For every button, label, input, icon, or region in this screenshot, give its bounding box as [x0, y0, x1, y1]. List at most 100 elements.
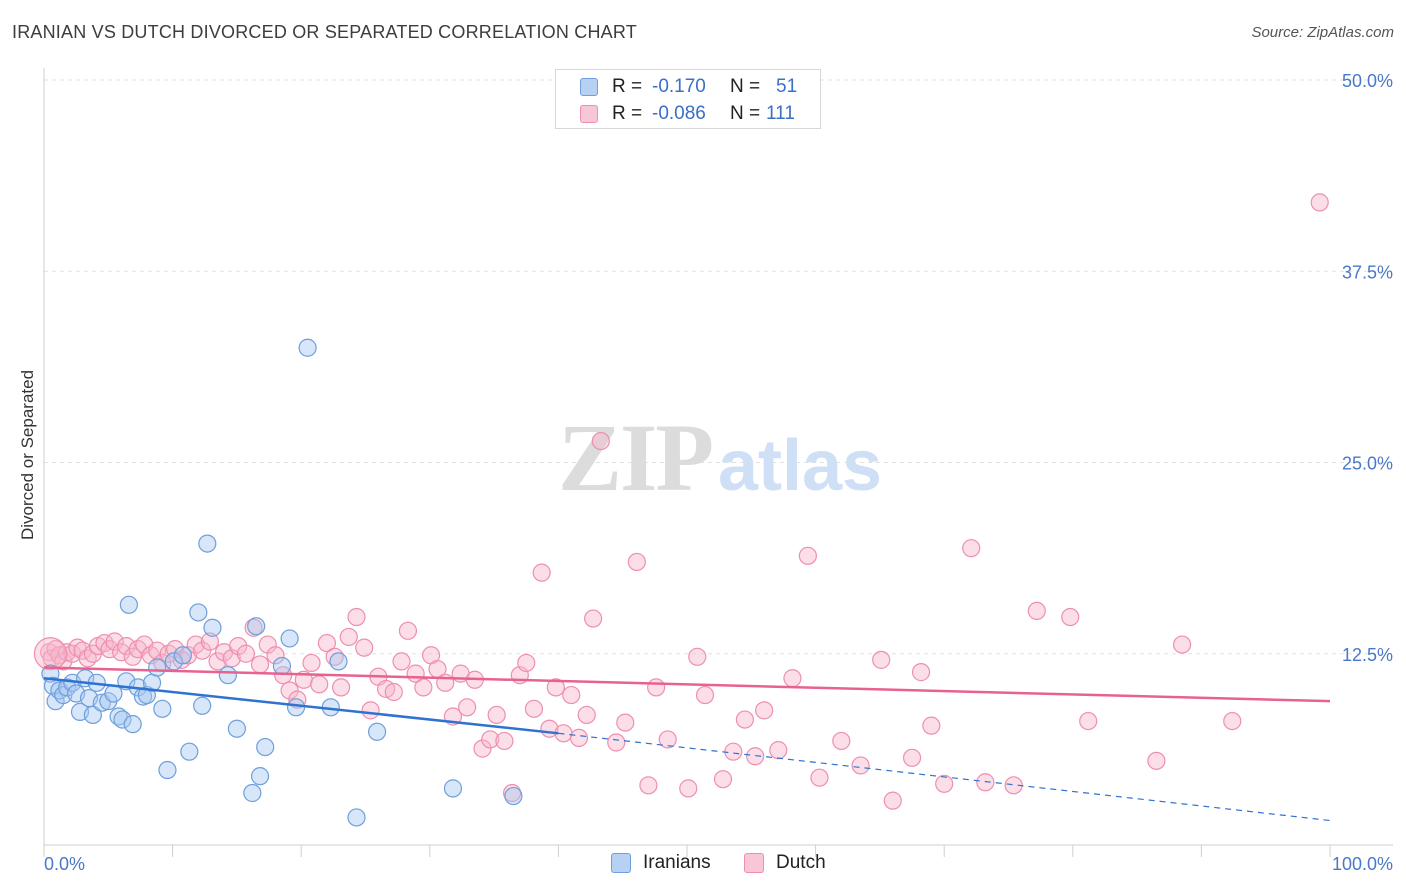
iranian-point — [256, 737, 275, 757]
iranian-point — [123, 715, 142, 734]
dutch-point — [546, 678, 565, 697]
correlation-legend: R = -0.170 N = 51 R = -0.086 N = 111 — [555, 69, 821, 129]
iranians-swatch — [580, 78, 598, 96]
dutch-point — [200, 632, 219, 651]
dutch-point — [361, 701, 380, 720]
iranian-trend-line — [43, 676, 559, 735]
n-label: N = — [730, 103, 761, 124]
iranian-point — [247, 617, 266, 636]
iranian-point — [193, 696, 212, 715]
dutch-point — [503, 783, 522, 803]
dutch-point — [105, 632, 124, 651]
dutch-point — [658, 730, 677, 749]
dutch-point — [339, 627, 358, 647]
dutch-point — [33, 637, 68, 671]
x-min-label: 0.0% — [44, 854, 85, 874]
dutch-point — [487, 705, 506, 725]
dutch-point — [473, 739, 492, 758]
dutch-point — [280, 681, 299, 700]
iranian-point — [243, 783, 262, 803]
r-value: -0.086 — [652, 103, 706, 124]
dutch-legend-label: Dutch — [776, 852, 826, 873]
dutch-point — [1079, 711, 1098, 731]
dutch-point — [607, 733, 626, 752]
dutch-legend-swatch — [744, 853, 764, 873]
dutch-point — [922, 716, 941, 735]
iranian-point — [189, 603, 208, 622]
legend-row-dutch: R = -0.086 N = 111 — [580, 101, 795, 127]
dutch-point — [911, 663, 931, 682]
r-value: -0.170 — [652, 76, 706, 97]
iranian-point — [113, 710, 132, 729]
dutch-point — [627, 552, 646, 572]
n-value: 51 — [776, 76, 798, 97]
iranian-point — [280, 629, 299, 648]
dutch-point — [769, 741, 788, 760]
dutch-point — [591, 431, 610, 451]
dutch-point — [883, 791, 902, 810]
iranian-point — [43, 676, 63, 695]
watermark-zip: ZIP — [558, 404, 712, 511]
dutch-point — [1173, 635, 1192, 654]
dutch-point — [1147, 751, 1166, 770]
dutch-point — [872, 650, 891, 669]
dutch-point — [117, 636, 136, 656]
y-tick-label: 50.0% — [1342, 71, 1393, 91]
x-max-label: 100.0% — [1332, 854, 1393, 874]
iranian-point — [180, 742, 199, 761]
dutch-point — [810, 768, 829, 787]
iranian-points — [41, 338, 523, 827]
dutch-point — [347, 607, 366, 627]
dutch-point — [1027, 601, 1046, 621]
dutch-point — [679, 779, 698, 798]
iranian-point — [250, 767, 270, 786]
dutch-trend-line — [43, 666, 1331, 703]
iranian-point — [148, 658, 167, 677]
dutch-point — [495, 731, 514, 751]
n-value: 111 — [766, 103, 795, 124]
dutch-point — [266, 646, 285, 665]
y-tick-label: 12.5% — [1342, 645, 1393, 665]
dutch-point — [414, 678, 433, 697]
iranian-point — [119, 595, 138, 614]
dutch-point — [755, 701, 774, 720]
dutch-point — [616, 713, 635, 732]
dutch-swatch — [580, 105, 598, 123]
dutch-point — [355, 638, 374, 657]
dutch-point — [724, 742, 743, 761]
y-tick-labels: 12.5% 25.0% 37.5% 50.0% — [1342, 71, 1393, 665]
iranian-point — [367, 722, 387, 741]
y-tick-label: 25.0% — [1342, 454, 1393, 474]
dutch-point — [746, 747, 765, 766]
dutch-point — [695, 685, 715, 705]
iranian-point — [173, 646, 192, 665]
dutch-point — [713, 770, 733, 789]
dutch-point — [584, 609, 603, 628]
dutch-point — [647, 678, 666, 697]
dutch-point — [832, 731, 851, 751]
dutch-point — [317, 633, 337, 653]
trend-lines — [43, 666, 1331, 822]
watermark: ZIP atlas — [558, 404, 882, 511]
source-label: Source: ZipAtlas.com — [1251, 24, 1394, 41]
iranians-legend-label: Iranians — [643, 852, 711, 873]
dutch-point — [250, 655, 270, 674]
bottom-legend-iranians: Iranians — [611, 852, 711, 874]
iranian-point — [272, 656, 292, 676]
y-tick-label: 37.5% — [1342, 262, 1393, 282]
iranian-point — [286, 698, 306, 717]
dutch-point — [935, 774, 954, 793]
dutch-points — [33, 193, 1329, 810]
dutch-point — [236, 644, 256, 663]
iranian-point — [504, 786, 523, 806]
legend-row-iranians: R = -0.170 N = 51 — [580, 74, 797, 100]
dutch-point — [562, 685, 581, 705]
iranian-point — [227, 719, 246, 738]
dutch-point — [517, 653, 536, 673]
iranian-point — [104, 684, 123, 703]
dutch-point — [532, 563, 551, 582]
dutch-point — [1310, 193, 1329, 212]
dutch-point — [783, 669, 802, 688]
iranian-point — [298, 338, 317, 357]
dutch-point — [481, 730, 500, 749]
